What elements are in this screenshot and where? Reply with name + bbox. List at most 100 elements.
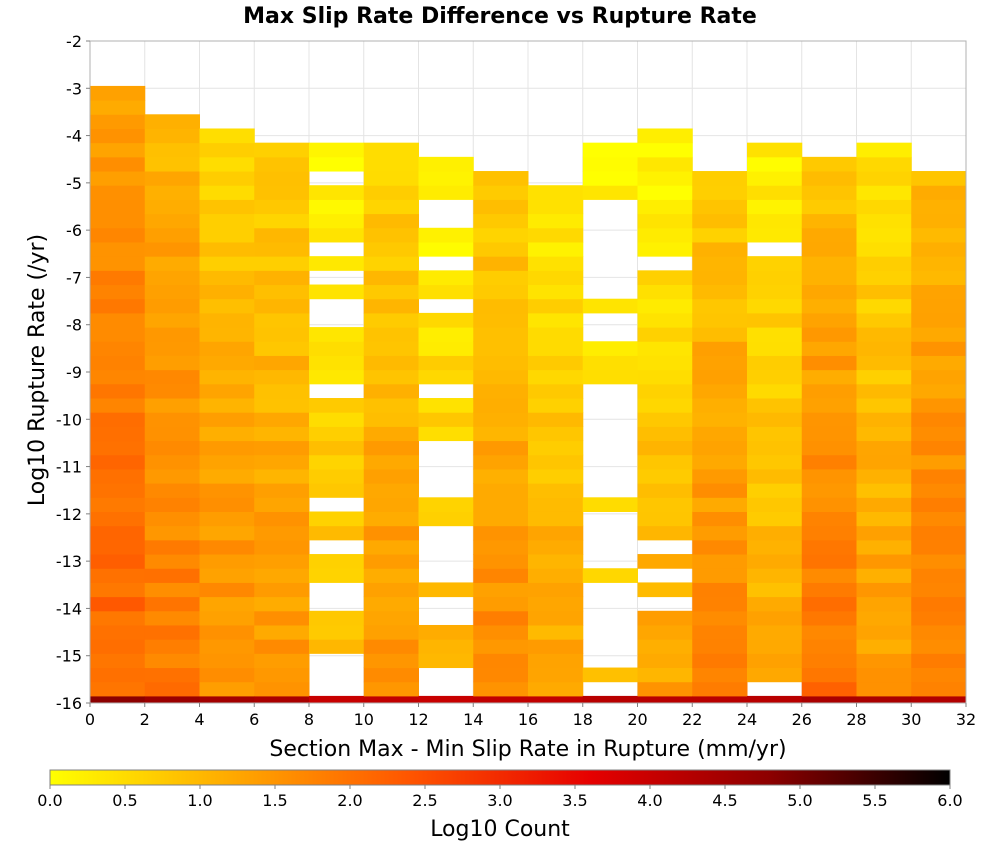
heatmap-cell xyxy=(90,511,146,527)
heatmap-cell xyxy=(309,341,365,356)
heatmap-cell xyxy=(637,312,693,328)
heatmap-cell xyxy=(418,227,474,243)
colorbar-tick-label: 2.0 xyxy=(337,791,362,810)
heatmap-cell xyxy=(473,312,529,328)
heatmap-cell xyxy=(309,227,365,243)
heatmap-cell xyxy=(637,227,693,243)
heatmap-cell xyxy=(473,582,529,598)
heatmap-cell xyxy=(637,426,693,442)
heatmap-cell-bottom xyxy=(418,695,474,703)
heatmap-cell xyxy=(528,398,584,413)
colorbar-tick-label: 0.5 xyxy=(112,791,137,810)
heatmap-cell xyxy=(144,298,200,314)
heatmap-cell xyxy=(144,284,200,300)
heatmap-cell xyxy=(363,454,419,470)
heatmap-cell-bottom xyxy=(856,695,912,703)
heatmap-cell xyxy=(856,284,912,300)
heatmap-cell xyxy=(254,440,310,456)
heatmap-cell xyxy=(911,525,967,541)
heatmap-cell-bottom xyxy=(199,695,255,703)
heatmap-cell xyxy=(911,312,967,328)
heatmap-cell xyxy=(856,156,912,172)
heatmap-cell xyxy=(473,412,529,427)
heatmap-cell xyxy=(692,412,748,427)
heatmap-cell-bottom xyxy=(528,695,584,703)
heatmap-cell xyxy=(856,568,912,583)
y-tick-label: -6 xyxy=(66,221,82,240)
heatmap-cell xyxy=(747,185,803,200)
heatmap-cell xyxy=(856,511,912,527)
y-tick-label: -7 xyxy=(66,268,82,287)
heatmap-cell xyxy=(692,582,748,598)
heatmap-cell xyxy=(90,85,146,101)
chart-title: Max Slip Rate Difference vs Rupture Rate xyxy=(243,4,757,29)
heatmap-cell xyxy=(801,412,857,427)
heatmap-cell xyxy=(254,653,310,669)
x-tick-label: 10 xyxy=(354,710,374,729)
heatmap-cell xyxy=(801,298,857,314)
heatmap-cell xyxy=(363,185,419,200)
heatmap-cell xyxy=(144,596,200,612)
heatmap-cell xyxy=(309,511,365,527)
heatmap-cell xyxy=(199,156,255,172)
heatmap-cell xyxy=(254,468,310,484)
heatmap-cell xyxy=(144,468,200,484)
heatmap-cell xyxy=(911,284,967,300)
heatmap-cell xyxy=(692,454,748,470)
heatmap-cell xyxy=(856,483,912,498)
heatmap-cell xyxy=(637,440,693,456)
heatmap-cell xyxy=(801,383,857,399)
heatmap-cell xyxy=(528,653,584,669)
heatmap-cell xyxy=(747,284,803,300)
y-tick-label: -14 xyxy=(56,599,82,618)
heatmap-cell xyxy=(801,185,857,200)
heatmap-cell xyxy=(473,525,529,541)
heatmap-cell xyxy=(199,525,255,541)
heatmap-cell xyxy=(801,483,857,498)
heatmap-cell-bottom xyxy=(747,695,803,703)
heatmap-cell xyxy=(692,610,748,626)
heatmap-cell xyxy=(90,398,146,413)
heatmap-cell xyxy=(309,412,365,427)
heatmap-cell xyxy=(90,312,146,328)
heatmap-cell xyxy=(144,312,200,328)
heatmap-cell xyxy=(144,483,200,498)
heatmap-cell xyxy=(90,341,146,356)
heatmap-cell xyxy=(473,185,529,200)
heatmap-cell xyxy=(473,440,529,456)
heatmap-cell xyxy=(801,171,857,186)
heatmap-cell xyxy=(418,497,474,512)
heatmap-cell xyxy=(90,355,146,371)
heatmap-cell xyxy=(90,639,146,654)
heatmap-cell xyxy=(692,213,748,229)
x-tick-label: 16 xyxy=(518,710,538,729)
heatmap-cell xyxy=(254,270,310,286)
heatmap-cell xyxy=(528,596,584,612)
heatmap-cell xyxy=(309,483,365,498)
heatmap-cell xyxy=(692,341,748,356)
heatmap-cell xyxy=(692,539,748,555)
heatmap-cell xyxy=(254,199,310,215)
x-tick-label: 26 xyxy=(792,710,812,729)
heatmap-cell xyxy=(637,270,693,286)
heatmap-cell xyxy=(747,624,803,640)
heatmap-cell xyxy=(747,199,803,215)
heatmap-cell xyxy=(582,341,638,356)
heatmap-cell xyxy=(528,185,584,200)
heatmap-cell-bottom xyxy=(637,695,693,703)
heatmap-cell xyxy=(473,624,529,640)
heatmap-cell xyxy=(144,241,200,257)
heatmap-cell xyxy=(637,497,693,512)
heatmap-cell xyxy=(199,185,255,200)
heatmap-cell xyxy=(254,610,310,626)
heatmap-cell xyxy=(692,596,748,612)
heatmap-cell xyxy=(199,369,255,385)
heatmap-cell xyxy=(199,355,255,371)
heatmap-cell xyxy=(692,185,748,200)
heatmap-cell xyxy=(199,241,255,257)
x-tick-label: 20 xyxy=(627,710,647,729)
heatmap-cell xyxy=(692,511,748,527)
heatmap-cell xyxy=(747,142,803,158)
heatmap-cell xyxy=(254,312,310,328)
heatmap-cell xyxy=(911,497,967,512)
